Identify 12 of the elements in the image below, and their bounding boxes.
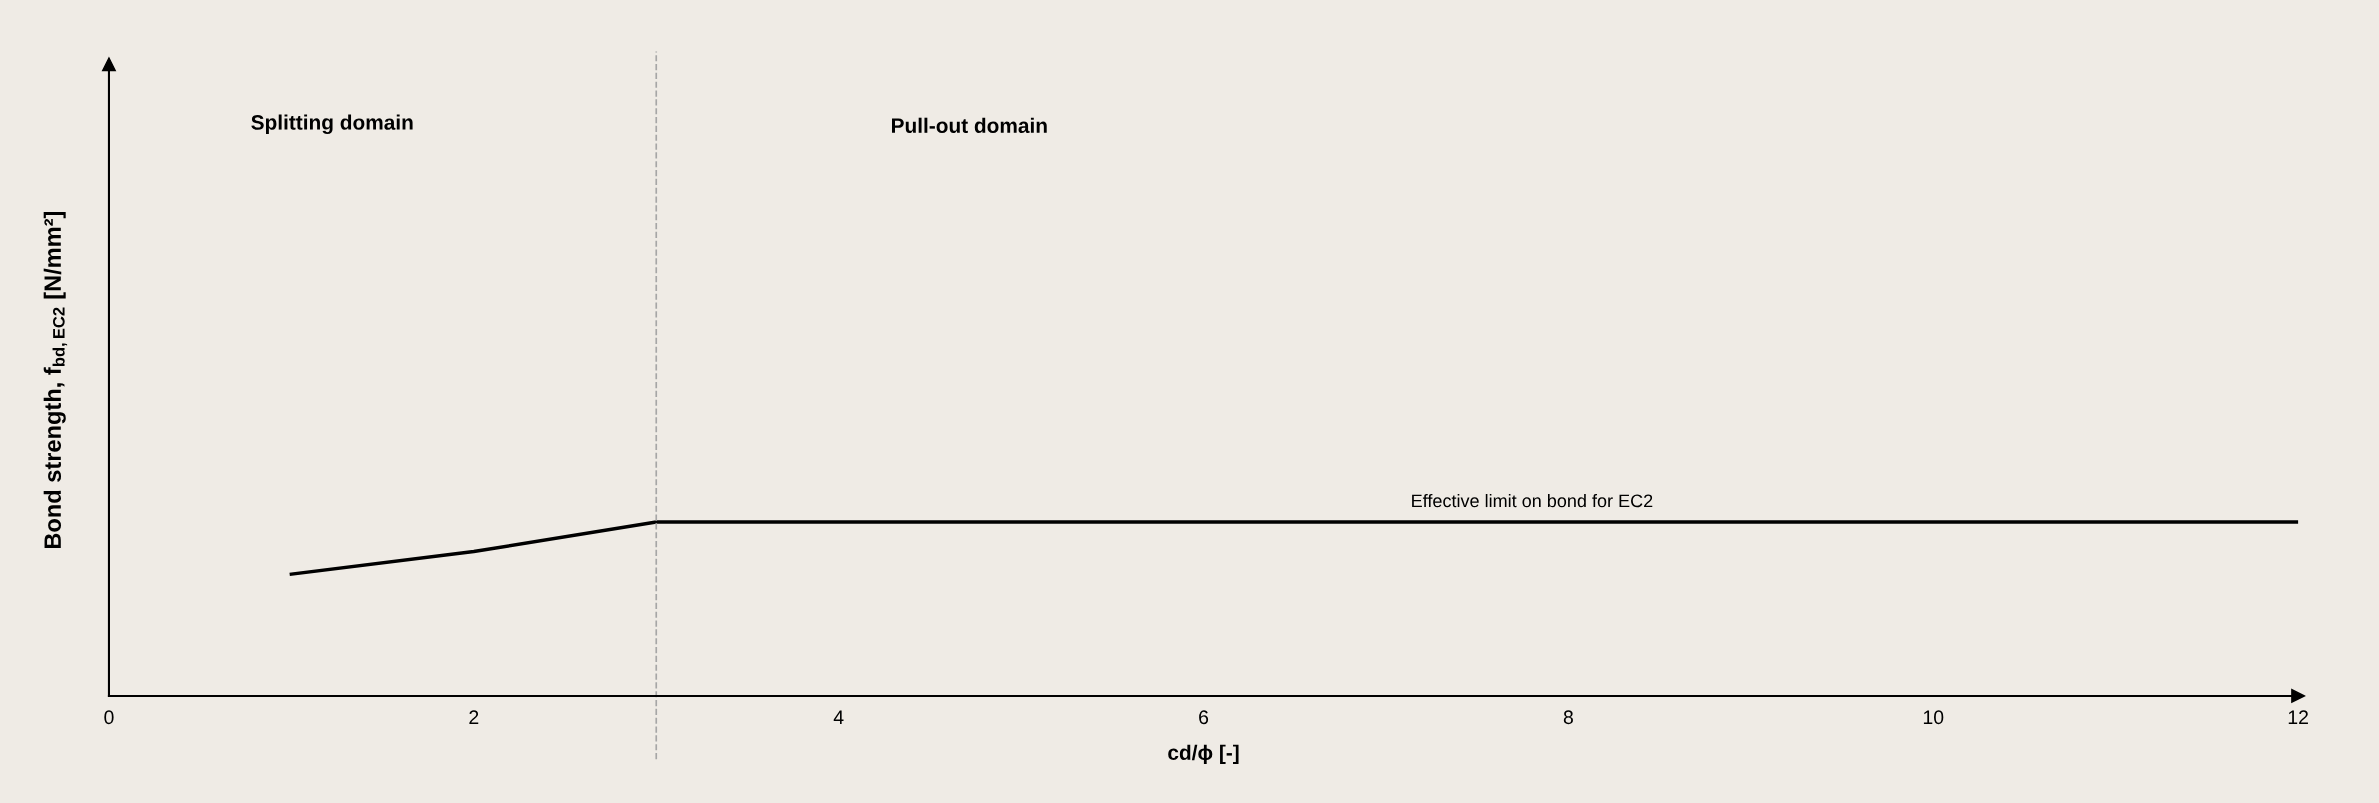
text: Splitting domain <box>251 114 413 135</box>
x-tick-label: 6 <box>1199 710 1209 725</box>
y-axis-title: Bond strength, f$_{bd,EC2}$ [N/mm²] <box>43 211 68 549</box>
x-axis-title: cd/ϕ [-] <box>1168 744 1239 765</box>
x-tick-label: 8 <box>1563 710 1573 725</box>
x-tick-label: 0 <box>104 710 114 725</box>
x-tick-label: 12 <box>2288 710 2308 724</box>
x-tick-label: 2 <box>469 710 479 724</box>
annotation: Effective limit on bond for EC2 <box>1412 493 1653 508</box>
x-tick-label: 4 <box>833 710 844 724</box>
x-tick-label: 10 <box>1923 710 1944 725</box>
text: Pull-out domain <box>892 117 1047 133</box>
